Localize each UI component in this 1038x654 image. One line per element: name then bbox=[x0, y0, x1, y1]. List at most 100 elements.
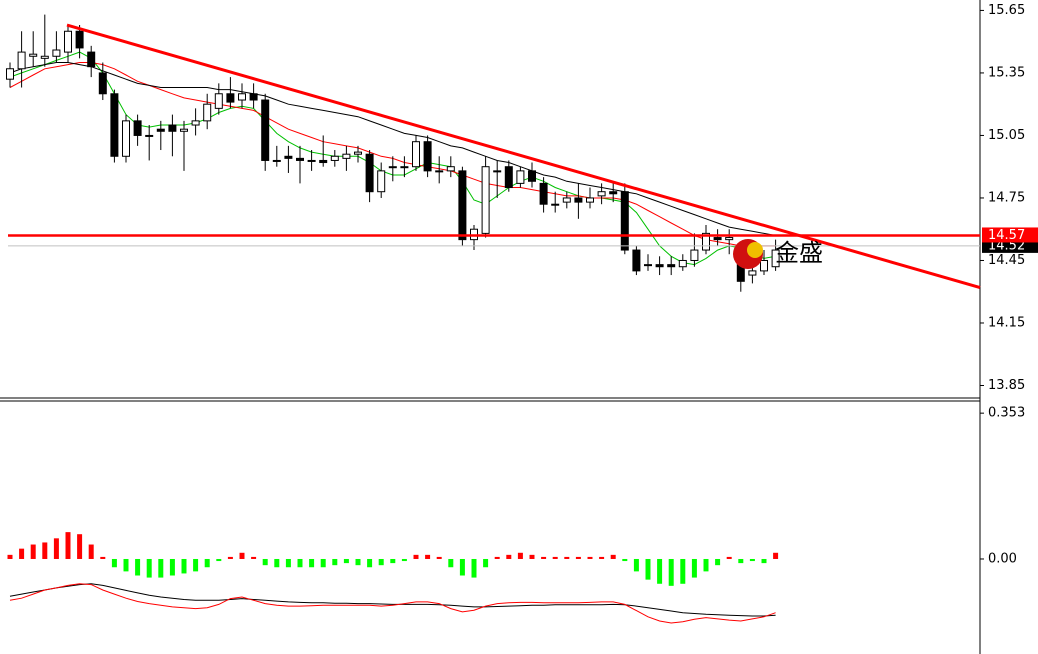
histogram-bar bbox=[691, 558, 697, 578]
candle-body bbox=[98, 72, 107, 95]
y-tick-label: 0.353 bbox=[988, 406, 1025, 421]
candle-body bbox=[238, 93, 246, 101]
candle-body bbox=[17, 51, 26, 70]
histogram-bar bbox=[541, 556, 547, 559]
histogram-bar bbox=[123, 558, 129, 572]
candle-body bbox=[446, 166, 455, 172]
candle-body bbox=[620, 191, 629, 251]
candle-body bbox=[597, 191, 606, 197]
histogram-bar bbox=[42, 542, 48, 559]
candle-body bbox=[586, 197, 594, 203]
candle-body bbox=[133, 120, 142, 136]
candle-body bbox=[110, 93, 119, 157]
candle-body bbox=[678, 259, 687, 268]
y-tick-label: 14.45 bbox=[988, 253, 1025, 268]
histogram-bar bbox=[738, 558, 744, 564]
candle-body bbox=[354, 151, 362, 155]
candle-body bbox=[388, 166, 397, 169]
candle-body bbox=[307, 159, 316, 162]
histogram-bar bbox=[564, 556, 570, 559]
histogram-bar bbox=[587, 556, 593, 559]
histogram-bar bbox=[274, 558, 280, 568]
candle-body bbox=[400, 166, 409, 169]
histogram-bar bbox=[204, 558, 210, 568]
histogram-bar bbox=[343, 558, 349, 564]
candle-body bbox=[481, 166, 490, 234]
candle-body bbox=[64, 30, 72, 53]
candle-body bbox=[667, 264, 676, 268]
candle-body bbox=[342, 153, 351, 159]
histogram-bar bbox=[401, 558, 407, 562]
y-tick-label: 15.65 bbox=[988, 3, 1025, 18]
histogram-bar bbox=[680, 558, 686, 584]
histogram-bar bbox=[575, 556, 581, 559]
histogram-bar bbox=[390, 558, 396, 564]
histogram-bar bbox=[7, 554, 13, 559]
histogram-bar bbox=[622, 558, 628, 562]
line-series bbox=[9, 583, 776, 617]
histogram-bar bbox=[599, 556, 605, 559]
candle-body bbox=[156, 128, 165, 132]
histogram-bar bbox=[111, 558, 117, 568]
histogram-bar bbox=[332, 558, 338, 566]
candle-body bbox=[365, 153, 374, 193]
candle-body bbox=[702, 232, 710, 251]
candle-body bbox=[516, 170, 525, 184]
histogram-bar bbox=[53, 538, 59, 559]
candle-body bbox=[690, 249, 699, 261]
histogram-bar bbox=[610, 554, 616, 559]
histogram-bar bbox=[715, 558, 721, 566]
histogram-bar bbox=[100, 556, 106, 559]
y-tick-label: 14.15 bbox=[988, 315, 1025, 330]
candle-body bbox=[6, 68, 14, 80]
histogram-bar bbox=[529, 554, 535, 559]
histogram-bar bbox=[517, 552, 523, 559]
candle-body bbox=[632, 249, 641, 272]
candle-body bbox=[122, 120, 130, 157]
candle-body bbox=[551, 203, 560, 206]
candle-body bbox=[377, 170, 386, 193]
candle-body bbox=[539, 182, 548, 205]
watermark: 金盛 bbox=[775, 239, 823, 267]
candle-body bbox=[214, 93, 223, 109]
watermark-logo bbox=[747, 242, 763, 258]
trendline bbox=[66, 23, 981, 290]
histogram-bar bbox=[471, 558, 477, 578]
histogram-bar bbox=[77, 534, 83, 559]
y-tick-label: 13.85 bbox=[988, 378, 1025, 393]
candle-body bbox=[713, 237, 722, 241]
histogram-bar bbox=[320, 558, 326, 568]
candle-body bbox=[655, 264, 664, 268]
price-label: 14.57 bbox=[988, 228, 1025, 243]
candle-body bbox=[87, 51, 96, 68]
candle-body bbox=[423, 141, 432, 172]
candle-body bbox=[168, 124, 177, 132]
y-tick-label: 15.05 bbox=[988, 128, 1025, 143]
candle-body bbox=[574, 197, 583, 203]
histogram-bar bbox=[65, 532, 71, 559]
histogram-bar bbox=[378, 558, 384, 566]
line-series bbox=[9, 583, 776, 624]
histogram-bar bbox=[181, 558, 187, 574]
candle-body bbox=[203, 103, 212, 122]
candle-body bbox=[644, 264, 652, 267]
candle-body bbox=[458, 170, 467, 241]
histogram-bar bbox=[309, 558, 315, 568]
candle-body bbox=[725, 237, 734, 241]
histogram-bar bbox=[19, 548, 25, 559]
histogram-bar bbox=[251, 556, 257, 559]
histogram-bar bbox=[483, 558, 489, 568]
histogram-bar bbox=[761, 558, 767, 564]
histogram-bar bbox=[30, 544, 36, 559]
candle-body bbox=[319, 159, 328, 164]
candle-body bbox=[180, 128, 188, 132]
histogram-bar bbox=[459, 558, 465, 576]
histogram-bar bbox=[146, 558, 152, 578]
histogram-bar bbox=[668, 558, 674, 586]
histogram-bar bbox=[285, 558, 291, 568]
histogram-bar bbox=[425, 554, 431, 559]
histogram-bar bbox=[297, 558, 303, 568]
histogram-bar bbox=[227, 556, 233, 559]
candle-body bbox=[412, 141, 420, 168]
